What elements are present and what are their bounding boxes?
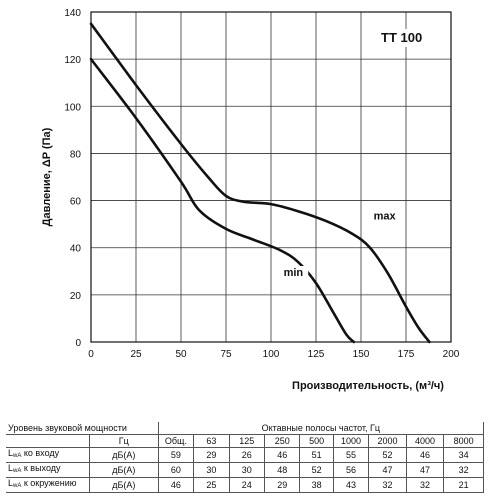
column-header: Общ.: [157, 434, 195, 448]
table-cell: 24: [228, 477, 266, 493]
table-title: Уровень звуковой мощности: [6, 422, 159, 435]
sound-power-table: Уровень звуковой мощности Октавные полос…: [6, 422, 485, 493]
table-cell: 43: [332, 477, 370, 493]
pressure-flow-chart: max min 0 25 50 75 100 125 150 175 200 0 20 40 60 80 10…: [41, 8, 460, 392]
bands-title: Октавные полосы частот, Гц: [157, 422, 485, 435]
series-max-label-bg: [370, 209, 399, 224]
row-unit: дБ(A): [88, 447, 159, 463]
table-cell: 25: [193, 477, 230, 493]
model-label: TT 100: [381, 30, 422, 45]
y-tick-label: 140: [64, 8, 81, 19]
x-tick-label: 50: [175, 349, 187, 360]
chart-curves: max min: [89, 22, 431, 344]
row-label: LwA к выходу: [6, 462, 90, 478]
chart-ticks: 0 25 50 75 100 125 150 175 200 0 20 40 60 80 100 120 140: [64, 8, 459, 360]
table-cell: 51: [299, 447, 334, 463]
table-cell: 60: [157, 462, 195, 478]
y-axis-label: Давление, ΔP (Па): [41, 127, 53, 226]
table-cell: 46: [264, 447, 301, 463]
row-unit: дБ(A): [88, 462, 159, 478]
x-tick-label: 150: [353, 349, 370, 360]
column-header: 63: [193, 434, 230, 448]
series-min-label: min: [284, 267, 304, 279]
table-cell: 26: [228, 447, 266, 463]
table-cell: 55: [332, 447, 370, 463]
table-cell: 32: [368, 477, 407, 493]
table-cell: 56: [332, 462, 370, 478]
table-cell: 38: [299, 477, 334, 493]
series-min-label-bg: [280, 266, 309, 280]
x-axis-label: Производительность, (м³/ч): [292, 380, 444, 392]
column-header: 1000: [332, 434, 370, 448]
model-label-bg: [376, 29, 434, 47]
table-cell: 52: [299, 462, 334, 478]
table-row: LwA к выходу дБ(A) 60 30 30 48 52 56 47 47 32: [6, 462, 484, 478]
series-max-label: max: [374, 210, 397, 222]
y-tick-label: 40: [70, 244, 82, 255]
table-cell: 46: [157, 477, 195, 493]
x-tick-label: 100: [263, 349, 280, 360]
column-header: 2000: [368, 434, 407, 448]
plot-frame: [90, 11, 452, 343]
x-tick-label: 175: [398, 349, 415, 360]
row-label: LwA ко входу: [6, 447, 90, 463]
y-tick-label: 100: [64, 102, 81, 113]
table-frequency-row: Гц Общ. 63 125 250 500 1000 2000 4000 8000: [6, 434, 484, 448]
table-cell: 30: [193, 462, 230, 478]
column-header: 250: [264, 434, 301, 448]
row-label: LwA к окружению: [6, 477, 90, 493]
x-tick-label: 0: [88, 349, 94, 360]
table-cell: 47: [405, 462, 445, 478]
table-cell: 29: [193, 447, 230, 463]
column-header: 125: [228, 434, 266, 448]
y-tick-label: 120: [64, 55, 81, 66]
hz-label: Гц: [88, 434, 159, 448]
y-tick-label: 20: [70, 291, 82, 302]
y-tick-label: 80: [70, 149, 82, 160]
hz-row-blank: [6, 434, 90, 448]
table-cell: 46: [405, 447, 445, 463]
column-header: 4000: [405, 434, 445, 448]
y-tick-label: 0: [75, 338, 81, 349]
x-tick-label: 125: [308, 349, 325, 360]
column-header: 500: [299, 434, 334, 448]
x-tick-label: 25: [130, 349, 142, 360]
x-tick-label: 75: [220, 349, 232, 360]
series-max-line: [89, 22, 431, 344]
table-cell: 52: [368, 447, 407, 463]
row-unit: дБ(A): [88, 477, 159, 493]
table-cell: 34: [443, 447, 484, 463]
table-cell: 32: [443, 462, 484, 478]
table-cell: 59: [157, 447, 195, 463]
table-row: LwA к окружению дБ(A) 46 25 24 29 38 43 32 32 21: [6, 477, 484, 493]
table-cell: 21: [443, 477, 484, 493]
table-cell: 47: [368, 462, 407, 478]
table-cell: 32: [405, 477, 445, 493]
table-header-row: Уровень звуковой мощности Октавные полос…: [6, 422, 485, 435]
y-tick-label: 60: [70, 197, 82, 208]
table-row: LwA ко входу дБ(A) 59 29 26 46 51 55 52 46 34: [6, 447, 484, 463]
series-min-line: [89, 57, 356, 344]
x-tick-label: 200: [443, 349, 460, 360]
column-header: 8000: [443, 434, 484, 448]
table-cell: 29: [264, 477, 301, 493]
table-cell: 48: [264, 462, 301, 478]
table-cell: 30: [228, 462, 266, 478]
